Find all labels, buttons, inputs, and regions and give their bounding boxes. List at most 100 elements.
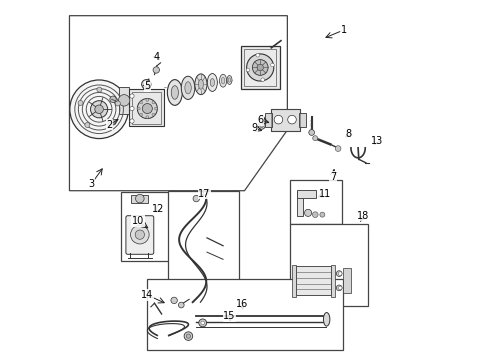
Bar [121, 192, 174, 261]
Text: 7: 7 [329, 172, 336, 182]
Text: 17: 17 [198, 189, 210, 199]
Circle shape [304, 209, 311, 216]
Circle shape [137, 107, 140, 110]
Circle shape [319, 212, 324, 217]
Circle shape [95, 105, 103, 113]
Circle shape [186, 334, 190, 338]
Circle shape [255, 53, 259, 57]
Circle shape [145, 99, 148, 102]
Circle shape [130, 119, 134, 123]
Circle shape [259, 124, 263, 127]
Circle shape [145, 116, 148, 118]
Circle shape [193, 195, 199, 202]
Circle shape [115, 101, 120, 106]
Circle shape [338, 286, 341, 290]
Bar [244, 49, 275, 86]
Text: 3: 3 [88, 179, 95, 189]
Text: 4: 4 [154, 52, 160, 62]
Circle shape [135, 194, 144, 203]
Bar [264, 113, 271, 127]
Circle shape [201, 321, 204, 325]
Ellipse shape [167, 80, 182, 105]
Circle shape [274, 115, 282, 124]
Text: 1: 1 [340, 25, 346, 35]
Ellipse shape [228, 78, 230, 82]
Bar [299, 113, 305, 127]
Circle shape [135, 230, 144, 239]
Bar [342, 268, 350, 293]
Circle shape [90, 101, 107, 118]
Text: 10: 10 [132, 216, 144, 226]
Bar [290, 180, 341, 224]
Bar [129, 89, 164, 126]
Ellipse shape [171, 86, 178, 99]
Circle shape [70, 80, 128, 139]
Circle shape [335, 146, 340, 152]
Bar [295, 266, 331, 295]
Circle shape [84, 122, 90, 127]
Ellipse shape [323, 312, 329, 326]
Bar [296, 190, 316, 198]
Text: 11: 11 [318, 189, 330, 199]
Text: 18: 18 [356, 211, 368, 221]
FancyBboxPatch shape [125, 216, 153, 254]
Bar [330, 265, 334, 297]
Text: 8: 8 [345, 129, 350, 139]
Bar [271, 109, 299, 131]
Circle shape [130, 107, 134, 111]
Circle shape [110, 96, 116, 103]
Circle shape [246, 54, 273, 81]
Circle shape [153, 67, 159, 73]
Circle shape [130, 225, 149, 244]
Circle shape [97, 87, 102, 92]
Circle shape [142, 104, 152, 113]
Circle shape [130, 94, 134, 98]
Bar [296, 192, 303, 216]
Bar [147, 279, 343, 350]
Circle shape [108, 123, 113, 128]
Ellipse shape [184, 82, 191, 94]
Circle shape [118, 95, 130, 106]
Ellipse shape [194, 74, 206, 95]
Bar [271, 109, 299, 131]
Circle shape [261, 78, 264, 81]
Circle shape [245, 68, 249, 72]
Circle shape [336, 271, 341, 276]
Text: 2: 2 [106, 120, 112, 130]
Text: 16: 16 [235, 299, 247, 309]
Polygon shape [69, 16, 287, 191]
Circle shape [152, 101, 155, 104]
Circle shape [336, 285, 341, 291]
Bar [119, 87, 129, 114]
Ellipse shape [219, 74, 226, 87]
Circle shape [312, 212, 317, 217]
Text: 6: 6 [257, 115, 263, 125]
Circle shape [152, 113, 155, 116]
Circle shape [258, 116, 264, 121]
Circle shape [338, 272, 341, 275]
Ellipse shape [221, 77, 224, 84]
Text: 14: 14 [141, 290, 153, 300]
Text: 12: 12 [152, 204, 164, 214]
Text: 15: 15 [223, 311, 235, 321]
Circle shape [287, 115, 296, 124]
Circle shape [252, 60, 267, 75]
Bar [241, 46, 279, 89]
Ellipse shape [210, 78, 214, 86]
Circle shape [308, 130, 314, 135]
Ellipse shape [226, 76, 231, 85]
Bar [131, 195, 148, 203]
Circle shape [142, 80, 151, 89]
Circle shape [178, 302, 184, 308]
Circle shape [140, 113, 142, 116]
Text: 9: 9 [251, 123, 257, 133]
Ellipse shape [181, 76, 194, 99]
Circle shape [171, 297, 177, 303]
Bar [291, 265, 296, 297]
Bar [167, 191, 239, 309]
Circle shape [257, 64, 263, 71]
Circle shape [78, 100, 83, 105]
Circle shape [137, 99, 157, 118]
Circle shape [312, 136, 317, 141]
Circle shape [198, 319, 206, 327]
